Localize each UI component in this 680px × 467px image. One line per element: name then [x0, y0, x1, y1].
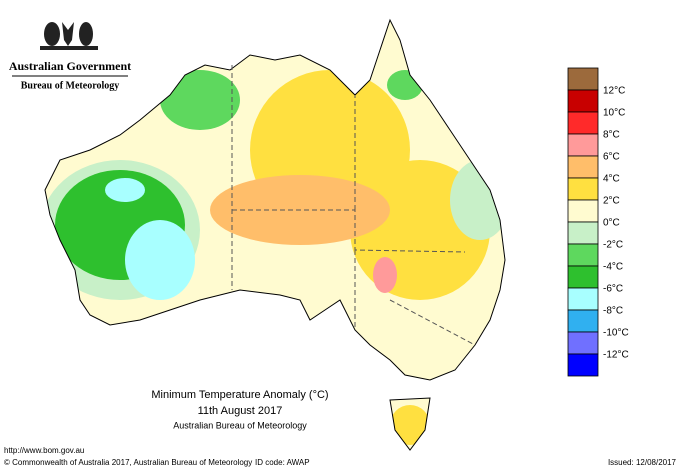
government-name: Australian Government [9, 59, 131, 73]
map-date: 11th August 2017 [198, 405, 283, 417]
legend-swatch [567, 221, 599, 245]
legend-label: -8°C [603, 306, 623, 317]
legend-label: 2°C [603, 196, 620, 207]
coastline [44, 18, 506, 451]
legend-swatch [567, 331, 599, 355]
legend-label: 10°C [603, 108, 625, 119]
legend-label: 8°C [603, 130, 620, 141]
legend-label: -6°C [603, 284, 623, 295]
legend-label: -10°C [603, 328, 629, 339]
footer-copyright: © Commonwealth of Australia 2017, Austra… [4, 458, 252, 467]
legend-swatch [567, 199, 599, 223]
legend-swatch [567, 353, 599, 377]
legend-label: -2°C [603, 240, 623, 251]
legend-swatch [567, 265, 599, 289]
bureau-name: Bureau of Meteorology [21, 80, 120, 91]
legend-swatch [567, 89, 599, 113]
state-borders [231, 65, 476, 346]
legend-swatch [567, 287, 599, 311]
legend-swatch [567, 111, 599, 135]
map-title: Minimum Temperature Anomaly (°C) [151, 389, 328, 401]
legend-label: 12°C [603, 86, 625, 97]
legend-label: 0°C [603, 218, 620, 229]
footer-url: http://www.bom.gov.au [4, 446, 84, 455]
legend-swatch [567, 243, 599, 267]
legend-swatch [567, 309, 599, 333]
footer-id: ID code: AWAP [255, 458, 310, 467]
legend: 12°C 10°C 8°C 6°C 4°C 2°C 0°C -2°C -4°C -6°C -8°C -… [567, 67, 629, 377]
legend-swatch [567, 177, 599, 201]
legend-swatch [567, 67, 599, 91]
coat-of-arms [40, 22, 98, 50]
legend-label: 4°C [603, 174, 620, 185]
legend-swatch [567, 133, 599, 157]
map-source: Australian Bureau of Meteorology [173, 420, 307, 430]
legend-label: -4°C [603, 262, 623, 273]
legend-label: -12°C [603, 350, 629, 361]
legend-label: 6°C [603, 152, 620, 163]
footer-issued: Issued: 12/08/2017 [608, 458, 677, 467]
legend-swatch [567, 155, 599, 179]
